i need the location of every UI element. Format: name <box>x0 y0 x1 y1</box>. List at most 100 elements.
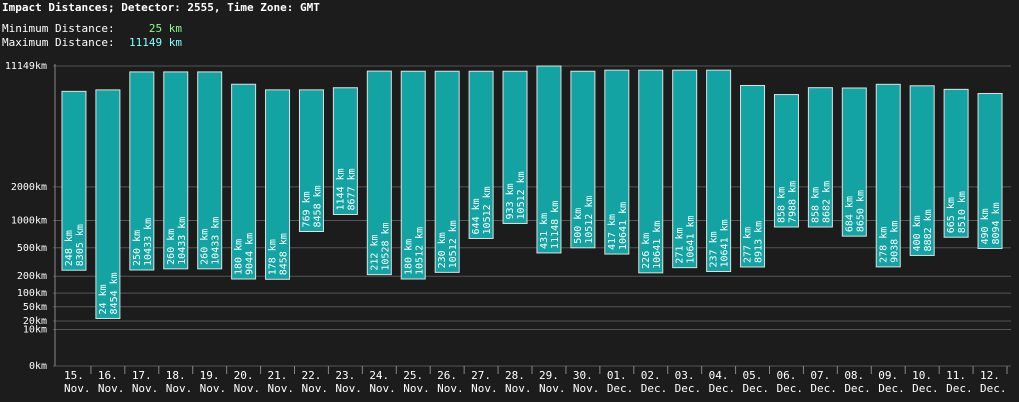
x-tick-label: 25. <box>403 369 423 382</box>
max-value-label: 8682 km <box>821 181 832 223</box>
range-bar <box>61 90 87 271</box>
y-tick-label: 50km <box>23 302 47 313</box>
max-value-label: 9044 km <box>245 233 256 275</box>
x-tick-label: Nov. <box>301 382 328 395</box>
max-value-label: 10433 km <box>143 218 154 266</box>
summary-label: Minimum Distance: <box>2 22 115 35</box>
max-value-label: 10641 km <box>686 215 697 263</box>
min-value-label: 180 km <box>234 239 245 275</box>
x-tick-label: 15. <box>64 369 84 382</box>
x-tick-label: 02. <box>641 369 661 382</box>
x-tick-label: Nov. <box>132 382 159 395</box>
max-value-label: 8094 km <box>991 202 1002 244</box>
x-tick-label: 30. <box>573 369 593 382</box>
min-value-label: 858 km <box>776 187 787 223</box>
x-tick-label: Nov. <box>335 382 362 395</box>
range-bar <box>943 88 969 238</box>
x-tick-label: Nov. <box>64 382 91 395</box>
range-bar <box>95 89 121 319</box>
range-bar <box>265 89 291 280</box>
range-bar <box>807 87 833 228</box>
x-tick-label: 03. <box>675 369 695 382</box>
x-tick-label: 29. <box>539 369 559 382</box>
max-value-label: 8882 km <box>923 209 934 251</box>
x-tick-label: 20. <box>234 369 254 382</box>
y-tick-label: 200km <box>17 271 47 282</box>
y-tick-label: 20km <box>23 316 47 327</box>
max-value-label: 10641 km <box>618 202 629 250</box>
range-bar <box>434 70 460 273</box>
range-bar <box>909 85 935 256</box>
x-tick-label: Dec. <box>980 382 1007 395</box>
x-tick-label: Nov. <box>268 382 295 395</box>
max-value-label: 10512 km <box>584 196 595 244</box>
max-value-label: 7988 km <box>787 181 798 223</box>
x-tick-label: Dec. <box>743 382 770 395</box>
x-tick-label: 01. <box>607 369 627 382</box>
x-tick-label: Nov. <box>505 382 532 395</box>
max-value-label: 10641 km <box>720 219 731 267</box>
x-tick-label: Nov. <box>166 382 193 395</box>
range-bar <box>298 89 324 232</box>
range-bar <box>332 87 358 215</box>
max-value-label: 10528 km <box>380 222 391 270</box>
max-value-label: 8458 km <box>312 185 323 227</box>
min-value-label: 665 km <box>946 197 957 233</box>
x-tick-label: Nov. <box>98 382 125 395</box>
max-value-label: 10512 km <box>448 220 459 268</box>
min-value-label: 858 km <box>810 187 821 223</box>
max-value-label: 8650 km <box>855 190 866 232</box>
y-tick-label: 1000km <box>11 215 47 226</box>
min-value-label: 400 km <box>912 215 923 251</box>
x-tick-label: 24. <box>369 369 389 382</box>
range-bar <box>604 69 630 255</box>
max-value-label: 8305 km <box>75 224 86 266</box>
x-tick-label: Nov. <box>471 382 498 395</box>
min-value-label: 644 km <box>471 198 482 234</box>
min-value-label: 933 km <box>505 183 516 219</box>
min-value-label: 271 km <box>675 228 686 264</box>
max-value-label: 8454 km <box>109 272 120 314</box>
range-bar <box>706 69 732 273</box>
min-value-label: 490 km <box>980 208 991 244</box>
max-value-label: 10512 km <box>482 186 493 234</box>
range-bar <box>841 87 867 237</box>
x-tick-label: 17. <box>132 369 152 382</box>
min-value-label: 237 km <box>709 231 720 267</box>
x-tick-label: 12. <box>980 369 1000 382</box>
x-tick-label: Dec. <box>776 382 803 395</box>
x-tick-label: 07. <box>810 369 830 382</box>
min-value-label: 250 km <box>132 230 143 266</box>
y-tick-label: 100km <box>17 288 47 299</box>
range-bar <box>977 92 1003 250</box>
x-tick-label: Dec. <box>878 382 905 395</box>
range-bar <box>638 69 664 274</box>
min-value-label: 278 km <box>878 227 889 263</box>
min-value-label: 226 km <box>641 233 652 269</box>
min-value-label: 500 km <box>573 208 584 244</box>
min-value-label: 260 km <box>200 229 211 265</box>
x-tick-label: 08. <box>844 369 864 382</box>
x-tick-label: 10. <box>912 369 932 382</box>
max-value-label: 8458 km <box>279 233 290 275</box>
x-tick-label: Nov. <box>234 382 261 395</box>
min-value-label: 1144 km <box>335 168 346 210</box>
max-value-label: 10433 km <box>177 217 188 265</box>
x-tick-label: 18. <box>166 369 186 382</box>
max-value-label: 8913 km <box>754 221 765 263</box>
x-tick-label: 23. <box>335 369 355 382</box>
range-bar <box>672 69 698 269</box>
x-tick-label: Dec. <box>810 382 837 395</box>
x-tick-label: 21. <box>268 369 288 382</box>
x-tick-label: Dec. <box>641 382 668 395</box>
y-tick-label: 0km <box>29 361 47 372</box>
x-tick-label: 27. <box>471 369 491 382</box>
x-tick-label: Dec. <box>844 382 871 395</box>
max-value-label: 10433 km <box>211 217 222 265</box>
x-tick-label: Nov. <box>573 382 600 395</box>
max-value-label: 10512 km <box>516 171 527 219</box>
min-value-label: 24 km <box>98 284 109 314</box>
max-value-label: 8510 km <box>957 191 968 233</box>
